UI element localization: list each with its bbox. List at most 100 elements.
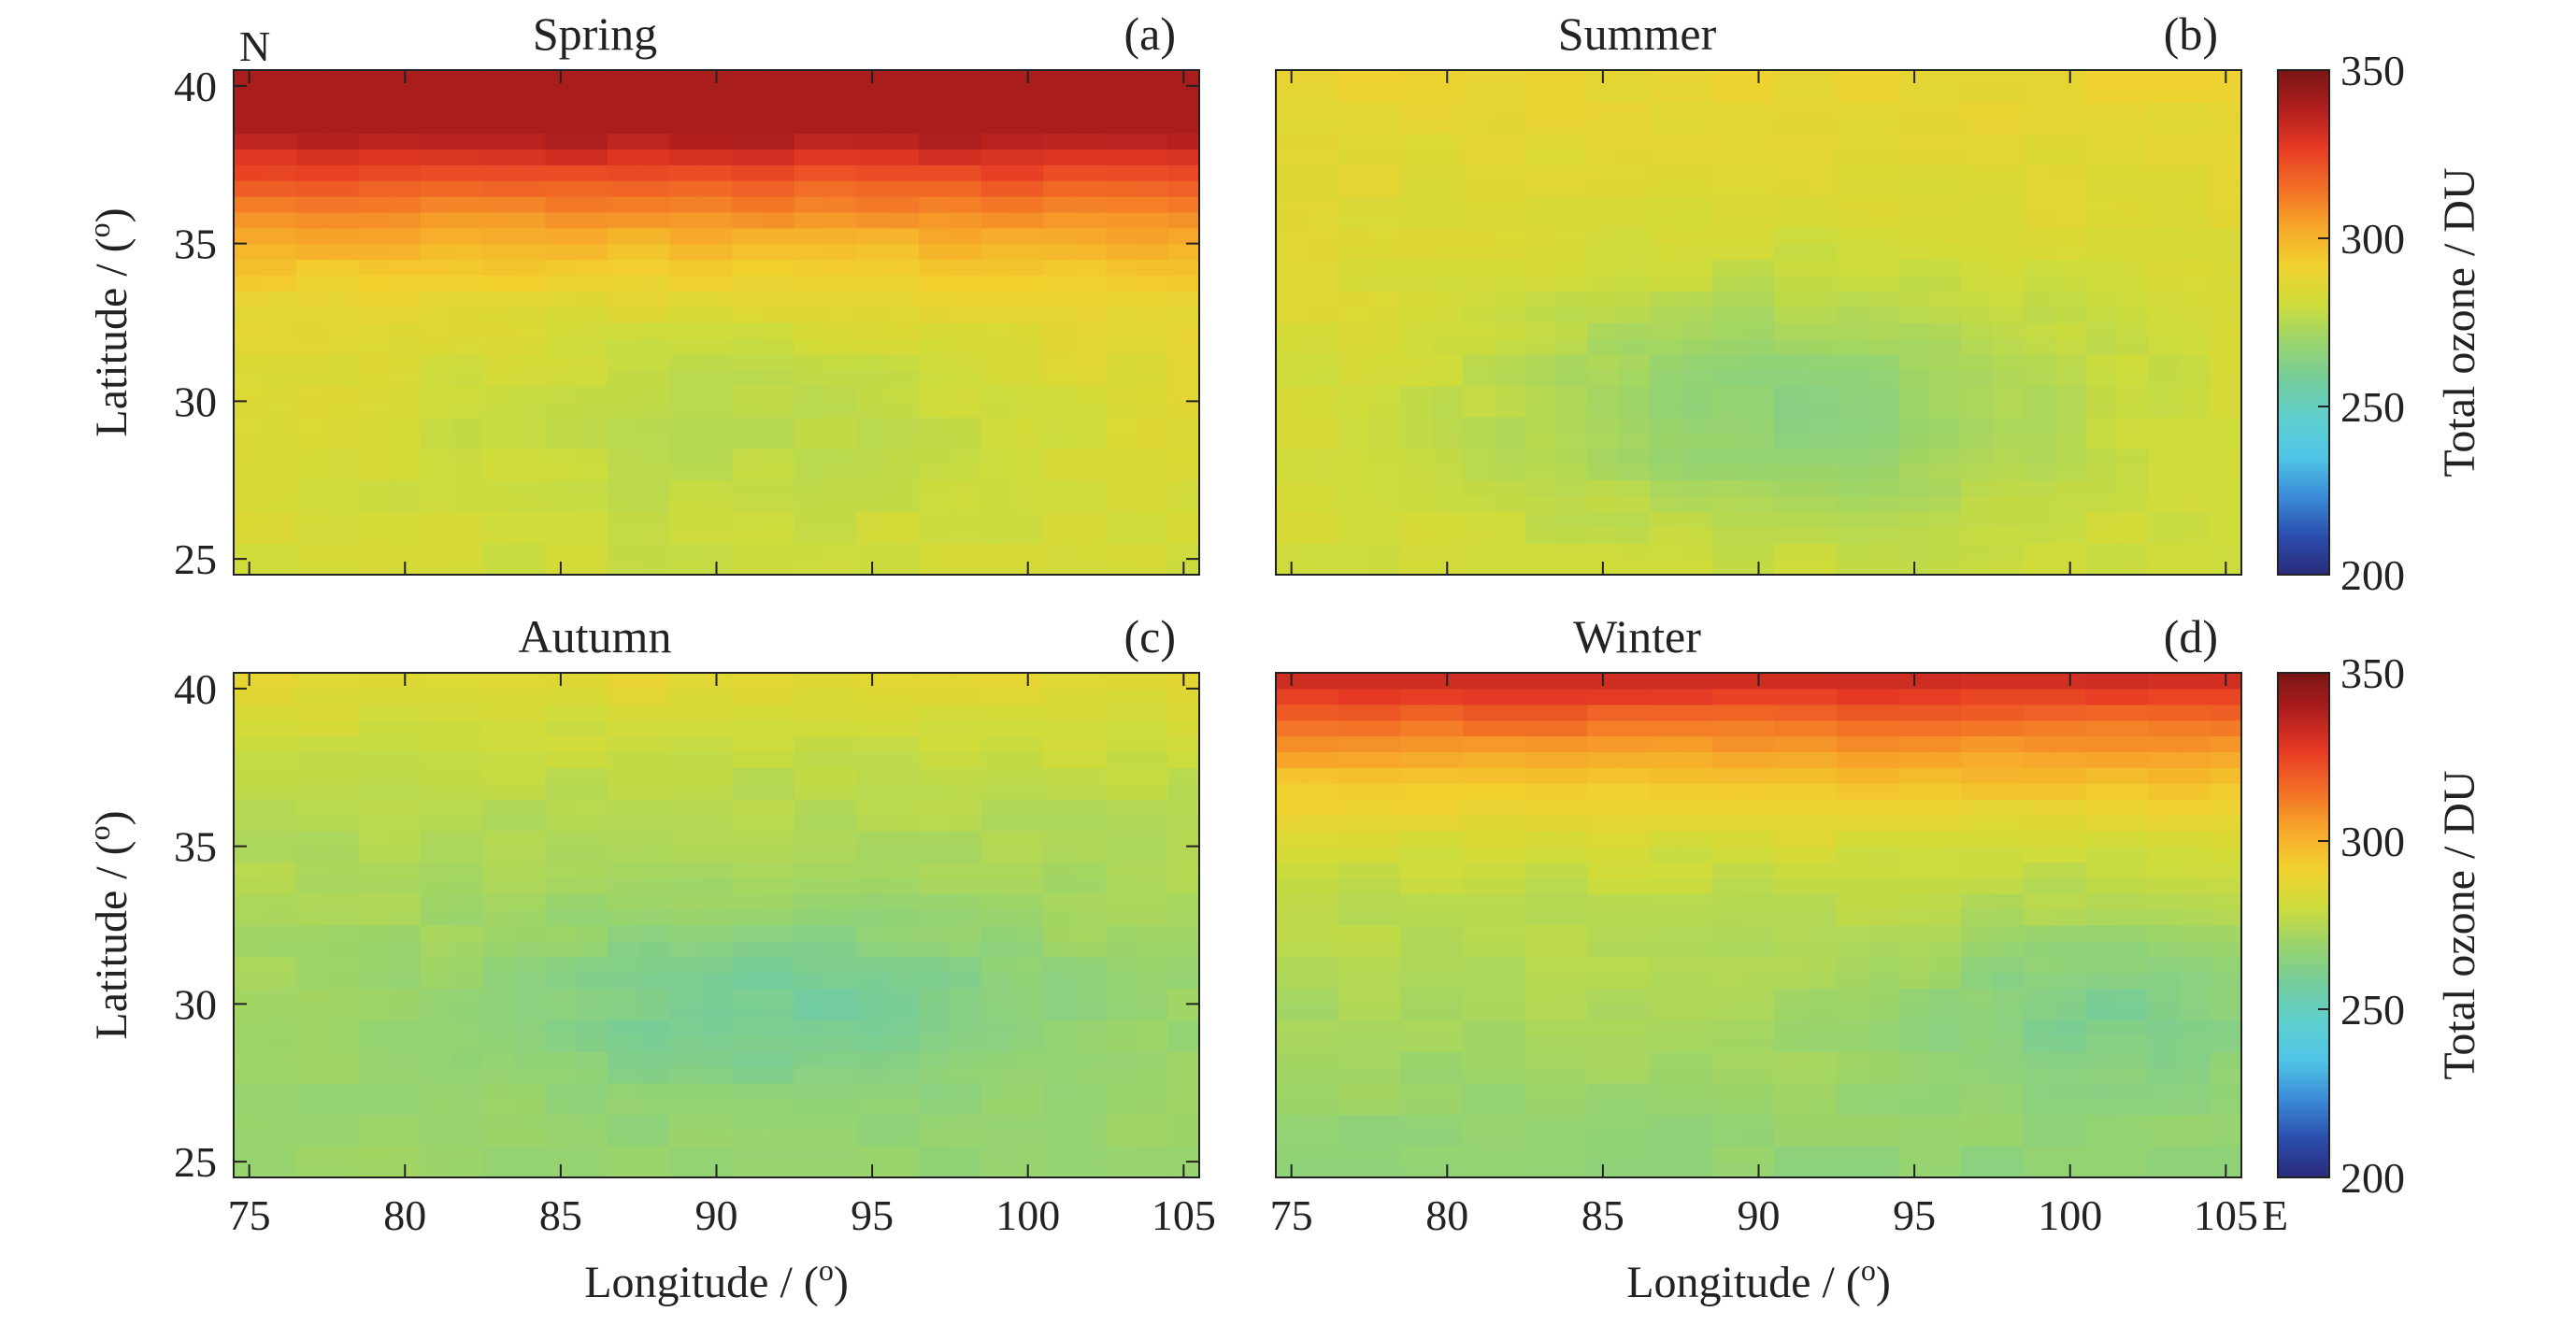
heatmap-cell <box>1368 799 1401 816</box>
heatmap-cell <box>1400 164 1433 181</box>
heatmap-cell <box>1074 307 1107 323</box>
heatmap-cell <box>451 495 484 513</box>
heatmap-cell <box>638 180 671 197</box>
heatmap-cell <box>669 85 702 103</box>
heatmap-cell <box>2116 70 2149 87</box>
heatmap-cell <box>2054 401 2086 418</box>
heatmap-cell <box>1961 925 1994 942</box>
heatmap-cell <box>2023 893 2055 910</box>
heatmap-cell <box>1649 180 1682 197</box>
heatmap-cell <box>638 117 671 135</box>
heatmap-cell <box>1400 956 1433 974</box>
heatmap-cell <box>2210 164 2242 181</box>
heatmap-cell <box>1307 275 1339 292</box>
heatmap-cell <box>1618 101 1651 119</box>
heatmap-cell <box>2023 70 2055 87</box>
heatmap-cell <box>2116 893 2149 910</box>
heatmap-cell <box>607 704 639 721</box>
heatmap-cell <box>1462 735 1495 752</box>
heatmap-cell <box>1555 767 1588 784</box>
heatmap-cell <box>856 751 889 768</box>
heatmap-cell <box>1400 149 1433 165</box>
heatmap-cell <box>1431 495 1464 513</box>
heatmap-cell <box>1167 322 1200 339</box>
heatmap-cell <box>1681 972 1713 990</box>
heatmap-cell <box>1587 85 1620 103</box>
heatmap-cell <box>420 291 452 307</box>
heatmap-cell <box>732 196 765 213</box>
heatmap-cell <box>763 180 795 197</box>
heatmap-cell <box>1681 259 1713 276</box>
heatmap-cell <box>2116 814 2149 832</box>
heatmap-cell <box>1711 1019 1744 1036</box>
heatmap-cell <box>1898 1082 1931 1100</box>
colorbar-tick-label: 350 <box>2340 47 2405 94</box>
heatmap-cell <box>1307 353 1339 371</box>
heatmap-cell <box>638 893 671 910</box>
heatmap-cell <box>482 1051 515 1068</box>
heatmap-cell <box>1742 433 1775 449</box>
heatmap-cell <box>545 337 578 355</box>
heatmap-cell <box>980 940 1013 958</box>
heatmap-cell <box>700 846 733 863</box>
heatmap-cell <box>265 767 297 784</box>
north-label: N <box>239 22 270 70</box>
heatmap-cell <box>295 275 328 292</box>
heatmap-cell <box>1137 1004 1169 1020</box>
heatmap-cell <box>887 149 920 165</box>
heatmap-cell <box>389 180 422 197</box>
heatmap-cell <box>234 353 265 371</box>
heatmap-cell <box>1711 1162 1744 1178</box>
heatmap-cell <box>1805 70 1838 87</box>
heatmap-cell <box>607 385 639 402</box>
heatmap-cell <box>607 259 639 276</box>
heatmap-cell <box>2210 988 2242 1005</box>
heatmap-cell <box>1043 543 1076 560</box>
heatmap-cell <box>420 385 452 402</box>
heatmap-cell <box>1587 688 1620 706</box>
heatmap-cell <box>1681 1019 1713 1036</box>
heatmap-cell <box>1868 385 1900 402</box>
heatmap-cell <box>1012 337 1044 355</box>
heatmap-cell <box>1618 720 1651 737</box>
heatmap-cell <box>1555 909 1588 926</box>
heatmap-cell <box>358 1082 391 1100</box>
heatmap-cell <box>265 495 297 513</box>
heatmap-cell <box>451 1082 484 1100</box>
heatmap-cell <box>513 543 546 560</box>
heatmap-cell <box>1992 543 2025 560</box>
heatmap-cell <box>234 814 265 832</box>
heatmap-cell <box>638 1035 671 1052</box>
heatmap-cell <box>1681 149 1713 165</box>
heatmap-cell <box>887 353 920 371</box>
heatmap-cell <box>1167 337 1200 355</box>
heatmap-cell <box>513 227 546 245</box>
heatmap-cell <box>265 101 297 119</box>
heatmap-cell <box>825 1162 858 1178</box>
heatmap-cell <box>420 956 452 974</box>
heatmap-cell <box>1898 259 1931 276</box>
heatmap-cell <box>2054 385 2086 402</box>
heatmap-cell <box>1929 1019 1962 1036</box>
heatmap-cell <box>763 353 795 371</box>
heatmap-cell <box>1368 385 1401 402</box>
heatmap-cell <box>669 783 702 800</box>
heatmap-cell <box>856 1098 889 1116</box>
heatmap-cell <box>295 291 328 307</box>
heatmap-cell <box>763 543 795 560</box>
heatmap-cell <box>607 925 639 942</box>
heatmap-cell <box>1524 196 1557 213</box>
heatmap-cell <box>1494 133 1526 150</box>
heatmap-cell <box>358 704 391 721</box>
heatmap-cell <box>420 877 452 894</box>
heatmap-cell <box>451 1162 484 1178</box>
heatmap-cell <box>358 337 391 355</box>
heatmap-cell <box>1431 972 1464 990</box>
heatmap-cell <box>1805 385 1838 402</box>
heatmap-cell <box>2179 101 2211 119</box>
x-tick-label: 95 <box>851 1191 894 1239</box>
heatmap-cell <box>1494 877 1526 894</box>
heatmap-cell <box>2148 322 2180 339</box>
heatmap-cell <box>451 180 484 197</box>
heatmap-cell <box>451 385 484 402</box>
